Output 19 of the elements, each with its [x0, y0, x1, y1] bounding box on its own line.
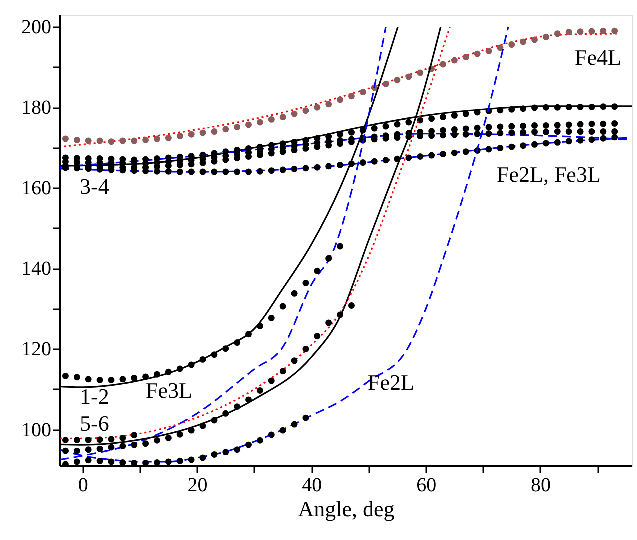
x-tick-label: 0: [78, 474, 88, 496]
x-tick-label: 20: [188, 474, 208, 496]
y-tick-label: 100: [22, 419, 52, 442]
annotation: 5-6: [80, 411, 110, 436]
x-tick-label: 60: [416, 474, 437, 496]
annotation: Fe2L, Fe3L: [497, 162, 601, 187]
annotation: Fe2L: [368, 370, 414, 395]
y-tick-label: 140: [22, 258, 52, 280]
y-tick-label: 200: [22, 16, 52, 39]
y-tick-label: 160: [22, 178, 52, 200]
y-tick-label: 120: [22, 338, 52, 361]
x-tick-label: 40: [302, 474, 322, 496]
annotation: Fe3L: [146, 378, 192, 403]
x-axis-title: Angle, deg: [298, 496, 395, 522]
annotation: 3-4: [80, 174, 110, 199]
y-tick-label: 180: [22, 97, 52, 120]
annotation: Fe4L: [575, 45, 622, 70]
annotation: 1-2: [80, 384, 110, 409]
x-tick-label: 80: [530, 474, 551, 496]
